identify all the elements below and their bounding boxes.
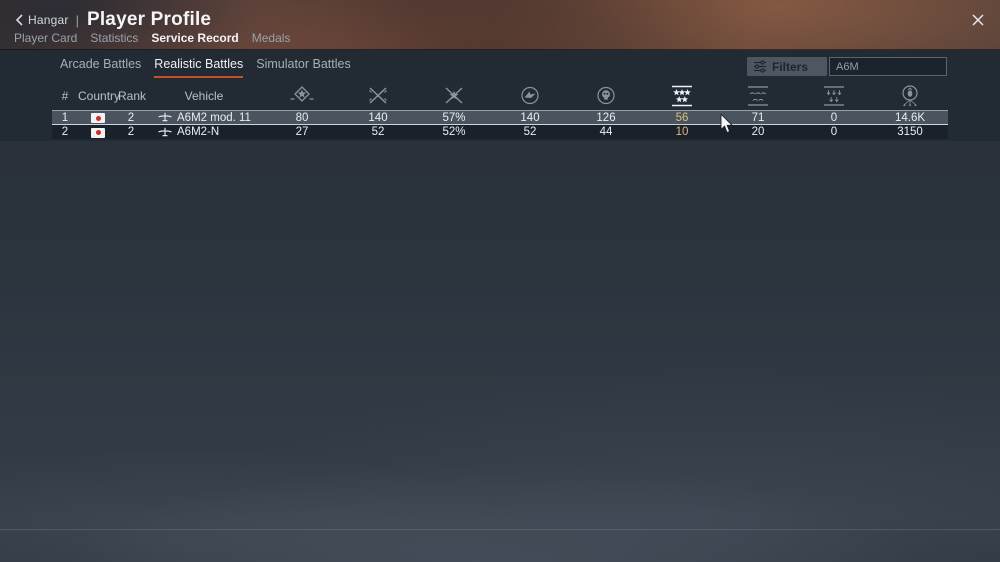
stat-deaths: 44 [599,126,613,138]
filters-button[interactable]: Filters [747,57,827,76]
tab-simulator-battles[interactable]: Simulator Battles [256,57,351,71]
col-header-air-targets[interactable] [644,84,720,108]
battle-mode-tab-bar: Arcade Battles Realistic Battles Simulat… [60,57,351,78]
horizon-line [0,529,1000,530]
col-header-victories[interactable] [264,84,340,108]
aircraft-icon [158,127,172,136]
table-row[interactable]: 2 2 A6M2-N 27 52 52% 52 44 10 20 0 3150 [52,125,948,139]
title-separator: | [75,12,79,28]
col-header-score[interactable] [872,84,948,108]
stat-air-targets: 56 [675,111,689,124]
country-flag-japan [78,126,118,138]
sliders-icon [754,60,766,73]
col-header-battles[interactable] [340,84,416,108]
page-title: Player Profile [86,9,212,30]
col-header-ground-targets[interactable] [720,84,796,108]
stat-deaths: 126 [596,111,616,124]
air-targets-icon [672,85,692,107]
respawns-icon [521,86,539,105]
col-header-win-rate[interactable] [416,84,492,108]
vehicle-rank: 2 [127,111,135,124]
tab-arcade-battles[interactable]: Arcade Battles [60,57,142,71]
stat-win-rate: 57% [442,111,466,124]
col-header-deaths[interactable] [568,84,644,108]
win-rate-icon [445,87,463,104]
breadcrumb: Hangar | Player Profile [14,9,211,31]
stat-respawns: 140 [520,111,540,124]
sky-header-background [0,0,1000,50]
stat-battles: 52 [371,126,385,138]
stat-air-targets: 10 [675,126,689,138]
score-icon [902,85,918,106]
row-index: 2 [61,126,69,138]
stat-battles: 140 [368,111,388,124]
stat-ground-targets: 71 [751,111,765,124]
stat-naval-targets: 0 [830,126,838,138]
deaths-icon [597,86,615,105]
stat-victories: 27 [295,126,309,138]
vehicle-name: A6M2-N [177,126,220,138]
col-header-vehicle[interactable]: Vehicle [184,89,224,103]
stat-ground-targets: 20 [751,126,765,138]
col-header-rank[interactable]: Rank [118,89,147,103]
col-header-index[interactable]: # [61,89,69,103]
stat-score: 3150 [897,126,923,138]
col-header-country[interactable]: Country [78,89,121,103]
tab-realistic-battles[interactable]: Realistic Battles [154,57,244,78]
back-to-hangar-link[interactable]: Hangar [28,13,69,27]
tab-player-card[interactable]: Player Card [14,31,78,45]
tab-medals[interactable]: Medals [251,31,291,45]
stat-naval-targets: 0 [830,111,838,124]
stat-score: 14.6K [894,111,926,124]
table-row[interactable]: 1 2 A6M2 mod. 11 80 140 57% 140 126 56 7… [52,110,948,125]
naval-targets-icon [824,86,844,106]
col-header-naval-targets[interactable] [796,84,872,108]
vehicle-rank: 2 [127,126,135,138]
aircraft-icon [158,112,172,122]
country-flag-japan [78,112,118,124]
stat-win-rate: 52% [442,126,466,138]
tab-statistics[interactable]: Statistics [90,31,139,45]
main-tab-bar: Player Card Statistics Service Record Me… [14,31,290,52]
vehicle-search-input[interactable] [829,57,947,76]
stat-respawns: 52 [523,126,537,138]
tab-service-record[interactable]: Service Record [151,31,239,52]
table-header-row: # Country Rank Vehicle [52,82,948,110]
row-index: 1 [61,111,69,124]
victories-icon [290,86,314,102]
close-icon[interactable] [968,10,988,30]
battles-icon [369,87,387,104]
col-header-respawns[interactable] [492,84,568,108]
filters-button-label: Filters [772,59,809,74]
chevron-left-icon[interactable] [14,13,24,27]
stat-victories: 80 [295,111,309,124]
mouse-cursor [720,114,734,134]
ground-targets-icon [748,86,768,106]
vehicle-name: A6M2 mod. 11 [177,111,251,124]
